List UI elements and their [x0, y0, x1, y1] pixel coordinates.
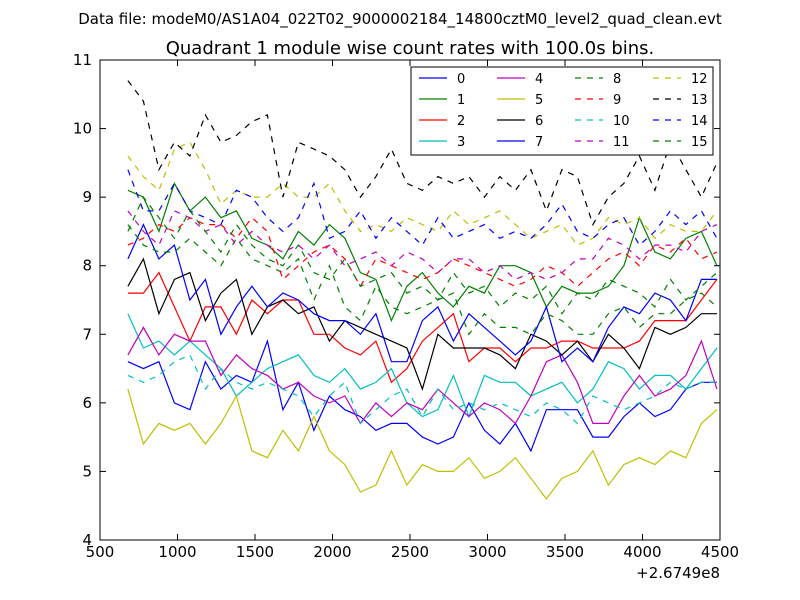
legend-label-12: 12	[691, 72, 708, 87]
legend-label-7: 7	[535, 135, 543, 150]
x-tick-label: 1500	[236, 543, 274, 561]
series-line-3	[127, 313, 718, 419]
series-line-10	[127, 354, 717, 425]
chart-title: Quadrant 1 module wise count rates with …	[166, 38, 655, 59]
legend-label-2: 2	[457, 114, 465, 129]
series-line-7	[127, 223, 717, 363]
legend-label-3: 3	[457, 135, 465, 150]
series-line-0	[127, 339, 717, 453]
legend-label-13: 13	[691, 93, 708, 108]
y-tick-label: 7	[82, 325, 92, 343]
x-tick-label: 4000	[623, 543, 661, 561]
legend-label-0: 0	[457, 72, 465, 87]
series-line-2	[127, 271, 718, 384]
legend-label-9: 9	[613, 93, 621, 108]
y-tick-label: 6	[82, 394, 92, 412]
series-line-14	[127, 169, 718, 247]
y-tick-label: 5	[82, 462, 92, 480]
legend-label-11: 11	[613, 135, 630, 150]
x-tick-label: 4500	[701, 543, 739, 561]
y-tick-label: 9	[82, 188, 92, 206]
x-tick-label: 1000	[158, 543, 196, 561]
series-line-12	[127, 141, 718, 246]
x-tick-label: 3000	[468, 543, 506, 561]
x-tick-label: 2500	[391, 543, 429, 561]
series-line-4	[127, 326, 718, 425]
x-tick-label: 500	[86, 543, 115, 561]
series-line-9	[127, 216, 718, 288]
ticks-layer: 500 1000 1500 2000 2500 3000 3500 4000 4500 4 5 6 7 8…	[73, 51, 739, 561]
y-tick-label: 11	[73, 51, 92, 69]
x-tick-label: 3500	[546, 543, 584, 561]
series-line-5	[127, 388, 718, 500]
series-line-1	[127, 181, 718, 323]
series-layer	[127, 80, 718, 500]
legend-label-14: 14	[691, 114, 708, 129]
y-tick-label: 10	[73, 120, 92, 138]
suptitle: Data file: modeM0/AS1A04_022T02_90000021…	[78, 10, 722, 29]
legend-label-15: 15	[691, 135, 708, 150]
y-tick-label: 8	[82, 257, 92, 275]
series-line-6	[127, 257, 717, 392]
legend-box	[410, 66, 714, 156]
x-tick-label: 2000	[313, 543, 351, 561]
x-offset-label: +2.6749e8	[636, 564, 720, 582]
legend-label-10: 10	[613, 114, 630, 129]
legend-label-1: 1	[457, 93, 465, 108]
y-tick-label: 4	[82, 531, 92, 549]
legend-label-4: 4	[535, 72, 543, 87]
series-line-13	[127, 80, 718, 227]
series-line-15	[127, 195, 718, 315]
legend-label-5: 5	[535, 93, 543, 108]
legend-label-6: 6	[535, 114, 543, 129]
legend-label-8: 8	[613, 72, 621, 87]
series-line-8	[127, 224, 718, 336]
series-line-11	[127, 210, 718, 281]
